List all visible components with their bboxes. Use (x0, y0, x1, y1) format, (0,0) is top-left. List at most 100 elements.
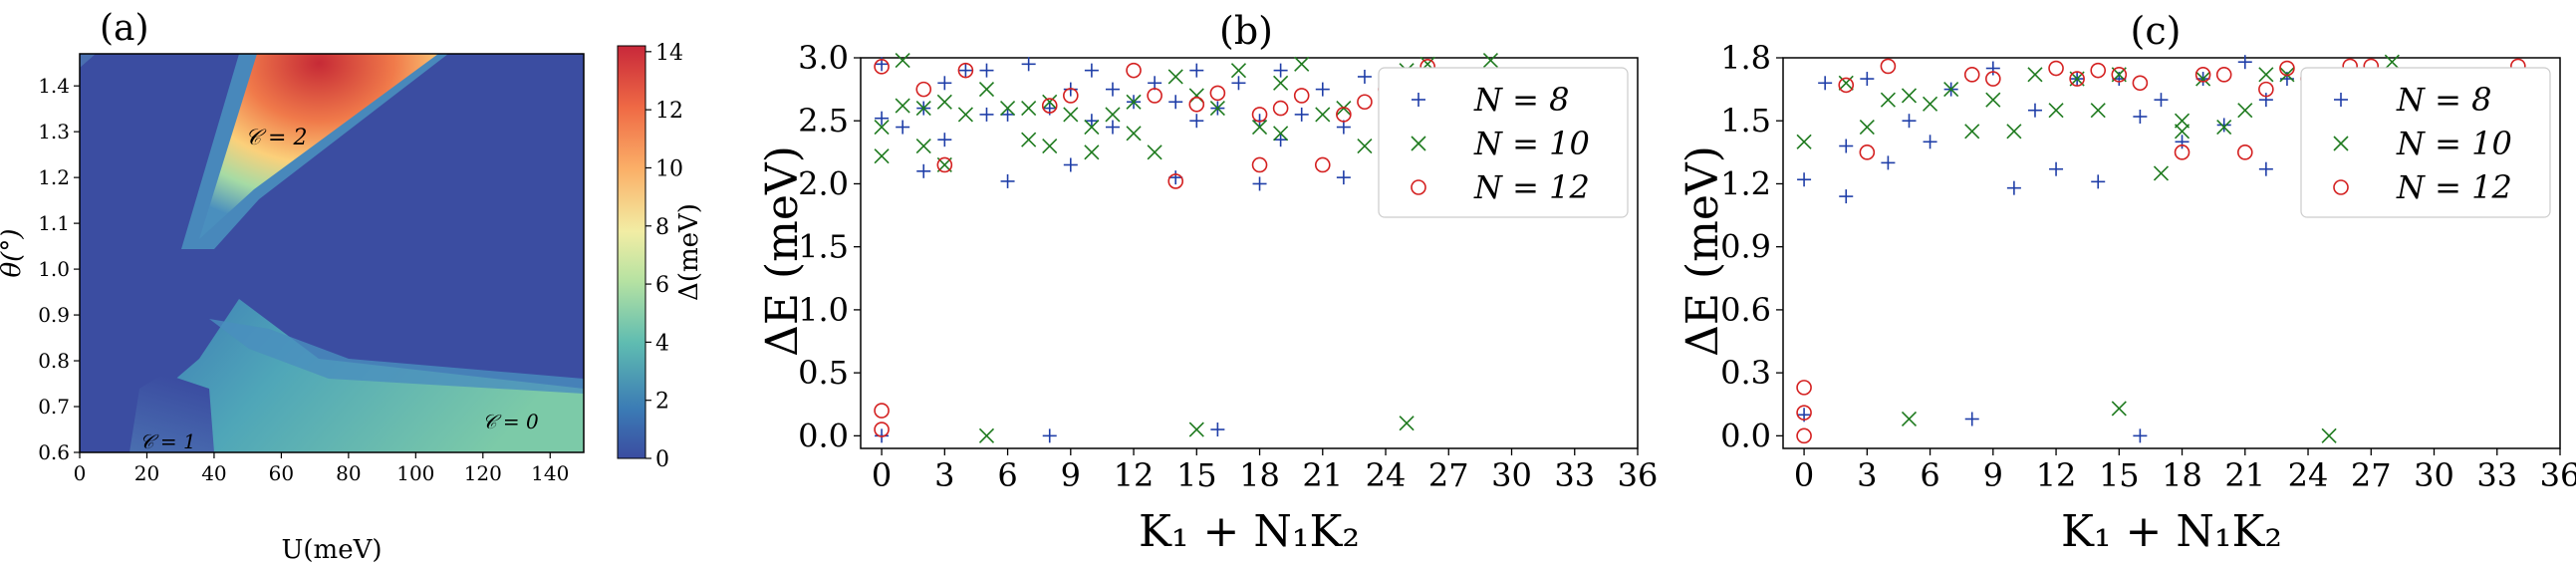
heatmap-y-tick-label: 0.9 (38, 303, 70, 327)
data-point (2258, 93, 2273, 108)
colorbar-tick-label: 0 (655, 447, 669, 472)
legend-box (1378, 67, 1629, 218)
data-point (1839, 139, 1854, 153)
data-point (1084, 144, 1100, 160)
y-tick-label: 1.5 (798, 228, 849, 266)
data-point (2175, 135, 2190, 149)
y-tick-label: 2.5 (798, 102, 849, 140)
data-point (1231, 76, 1246, 91)
panel-b-label: (b) (1219, 9, 1273, 53)
data-point (1167, 69, 1183, 85)
panel-b-ticks: 0 3 6 9 12 15 18 21 24 27 30 33 360.00.51.01.52.02.5… (798, 39, 1658, 494)
heatmap-x-label: U(meV) (281, 535, 382, 565)
y-tick-label: 1.8 (1720, 39, 1771, 77)
data-point (895, 98, 910, 114)
legend-entry: N = 10 (2396, 125, 2512, 162)
heatmap-y-tick-label: 0.8 (38, 349, 70, 373)
data-point (2237, 103, 2253, 119)
legend-entry: N = 10 (1473, 125, 1590, 162)
data-point (874, 59, 890, 75)
data-point (1336, 170, 1351, 185)
data-point (2132, 75, 2149, 92)
heatmap-x-tick-label: 80 (336, 461, 361, 485)
data-point (2090, 103, 2106, 119)
data-point (915, 81, 932, 98)
panel-b: (b) 0 3 6 9 12 15 18 21 24 27 30 33 360.00.51.01.52.… (757, 9, 1658, 557)
legend-entry: N = 8 (1473, 81, 1570, 119)
data-point (1901, 88, 1918, 104)
colorbar-tick-label: 12 (655, 99, 683, 124)
x-tick-label: 12 (2036, 456, 2077, 494)
x-tick-label: 21 (2224, 456, 2265, 494)
panel-c-frame (1782, 57, 2561, 449)
data-point (1230, 63, 1247, 79)
data-point (1021, 57, 1036, 72)
data-point (1168, 95, 1183, 110)
data-point (1105, 120, 1120, 135)
data-point (1315, 107, 1331, 123)
panel-c-legend: N = 8 N = 10 N = 12 (2300, 67, 2551, 218)
heatmap-x-tick-label: 0 (74, 461, 87, 485)
data-point (1399, 416, 1415, 431)
data-point (1985, 92, 2001, 108)
legend-marker (2334, 93, 2348, 107)
panel-b-x-label: K₁ + N₁K₂ (1139, 506, 1360, 557)
colorbar-tick-label: 6 (655, 273, 669, 298)
data-point (1880, 58, 1897, 75)
x-tick-label: 9 (1983, 456, 2003, 494)
data-point (1796, 380, 1812, 396)
heatmap-x-tick-label: 120 (464, 461, 502, 485)
data-point (1063, 107, 1079, 123)
data-point (979, 107, 994, 122)
data-point (1188, 422, 1204, 437)
x-tick-label: 33 (1554, 456, 1595, 494)
y-tick-label: 0.0 (798, 417, 849, 454)
data-point (979, 63, 994, 78)
colorbar-ticks: 0 2 4 6 8 10 12 14 (645, 41, 683, 472)
x-tick-label: 15 (2099, 456, 2140, 494)
panel-c-ticks: 0 3 6 9 12 15 18 21 24 27 30 33 360.00.30.60.91.21.5… (1720, 39, 2576, 494)
heatmap-frame (79, 53, 585, 453)
legend-marker (1412, 93, 1425, 107)
data-point (1084, 114, 1099, 129)
data-point (1860, 72, 1875, 87)
data-point (1251, 156, 1268, 173)
legend-marker (1411, 179, 1426, 195)
data-point (1126, 62, 1142, 79)
x-tick-label: 0 (872, 456, 892, 494)
x-tick-label: 6 (997, 456, 1017, 494)
panel-a: (a) 𝒞 = 2 𝒞 = 1 𝒞 = 0 0 20 40 60 80 100 120 140… (0, 8, 704, 565)
colorbar-label: Δ(meV) (674, 203, 704, 301)
x-tick-label: 3 (934, 456, 954, 494)
data-point (1084, 119, 1100, 136)
x-tick-label: 9 (1061, 456, 1081, 494)
data-point (2258, 67, 2274, 83)
data-point (896, 120, 910, 135)
heatmap-y-tick-label: 0.6 (38, 440, 70, 464)
x-tick-label: 21 (1302, 456, 1343, 494)
y-tick-label: 0.0 (1720, 417, 1771, 454)
y-tick-label: 2.0 (798, 164, 849, 202)
data-point (1105, 107, 1121, 123)
data-point (1000, 101, 1016, 117)
panel-a-label: (a) (100, 8, 149, 49)
x-tick-label: 3 (1857, 456, 1877, 494)
y-tick-label: 0.5 (798, 354, 849, 392)
heatmap-x-tick-label: 20 (134, 461, 159, 485)
x-tick-label: 18 (1239, 456, 1280, 494)
data-point (1838, 75, 1854, 91)
data-point (2174, 124, 2190, 140)
x-tick-label: 27 (1428, 456, 1469, 494)
data-point (1273, 133, 1288, 147)
data-point (2195, 71, 2211, 87)
data-point (2174, 113, 2190, 129)
x-tick-label: 36 (1618, 456, 1659, 494)
data-point (915, 101, 931, 117)
data-point (1210, 423, 1225, 437)
data-point (1251, 107, 1268, 123)
data-point (1357, 69, 1372, 84)
y-tick-label: 1.5 (1720, 102, 1771, 140)
data-point (2048, 60, 2064, 77)
data-point (1084, 63, 1099, 78)
heatmap-y-ticks: 0.6 0.7 0.8 0.9 1.0 1.1 1.2 1.3 1.4 (38, 74, 80, 464)
